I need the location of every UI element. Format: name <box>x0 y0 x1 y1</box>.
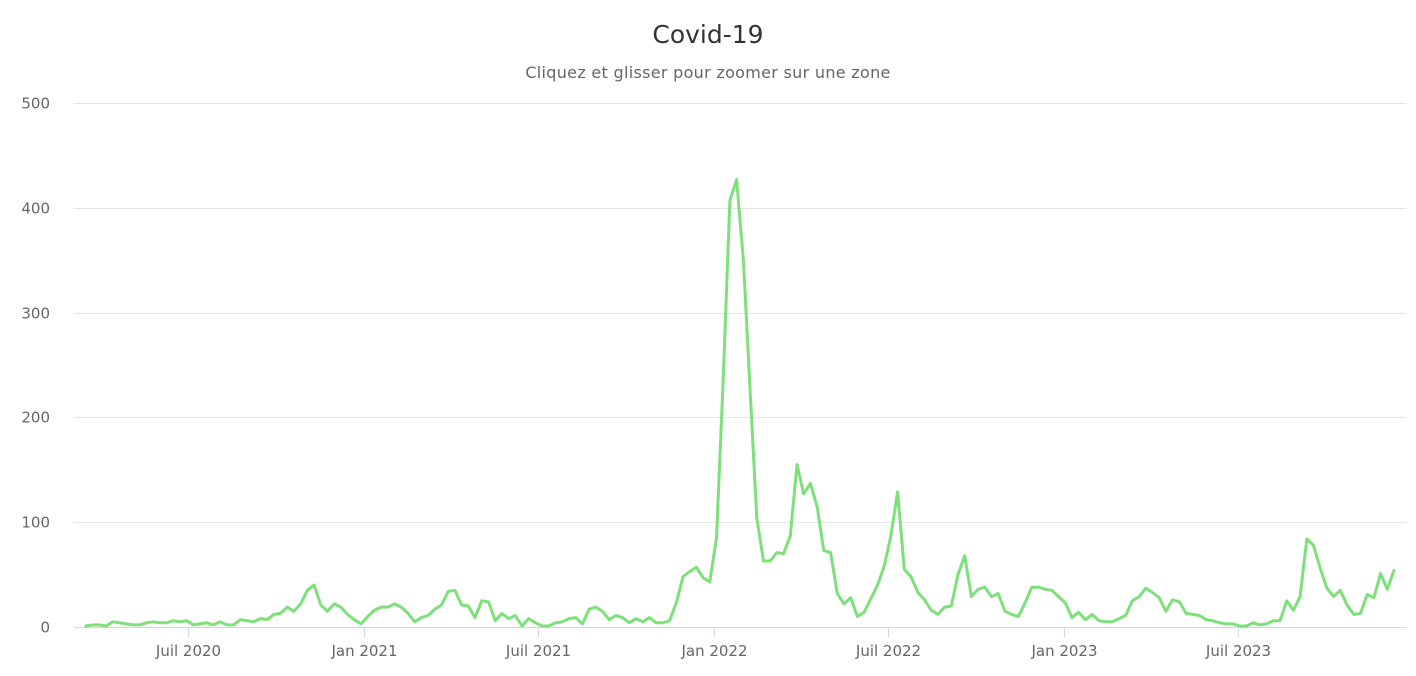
x-tick-label: Juil 2022 <box>855 642 921 660</box>
y-tick-label: 400 <box>21 200 50 218</box>
x-tick-label: Jan 2021 <box>330 642 397 660</box>
y-tick-label: 300 <box>21 305 50 323</box>
x-axis: Juil 2020 Jan 2021 Juil 2021 Jan 2022 Juil 2… <box>74 627 1406 660</box>
y-tick-label: 0 <box>40 619 50 637</box>
y-gridlines <box>74 103 1406 523</box>
x-tick-label: Juil 2021 <box>505 642 571 660</box>
y-axis: 0 100 200 300 400 500 <box>21 95 50 637</box>
x-tick-label: Jan 2023 <box>1030 642 1097 660</box>
chart-title: Covid-19 <box>652 20 764 49</box>
y-tick-label: 500 <box>21 95 50 113</box>
chart-subtitle: Cliquez et glisser pour zoomer sur une z… <box>525 63 891 82</box>
x-tick-label: Jan 2022 <box>680 642 747 660</box>
x-tick-label: Juil 2023 <box>1205 642 1271 660</box>
x-tick-label: Juil 2020 <box>155 642 221 660</box>
y-tick-label: 200 <box>21 409 50 427</box>
series-line-covid19[interactable] <box>84 178 1396 628</box>
y-tick-label: 100 <box>21 514 50 532</box>
